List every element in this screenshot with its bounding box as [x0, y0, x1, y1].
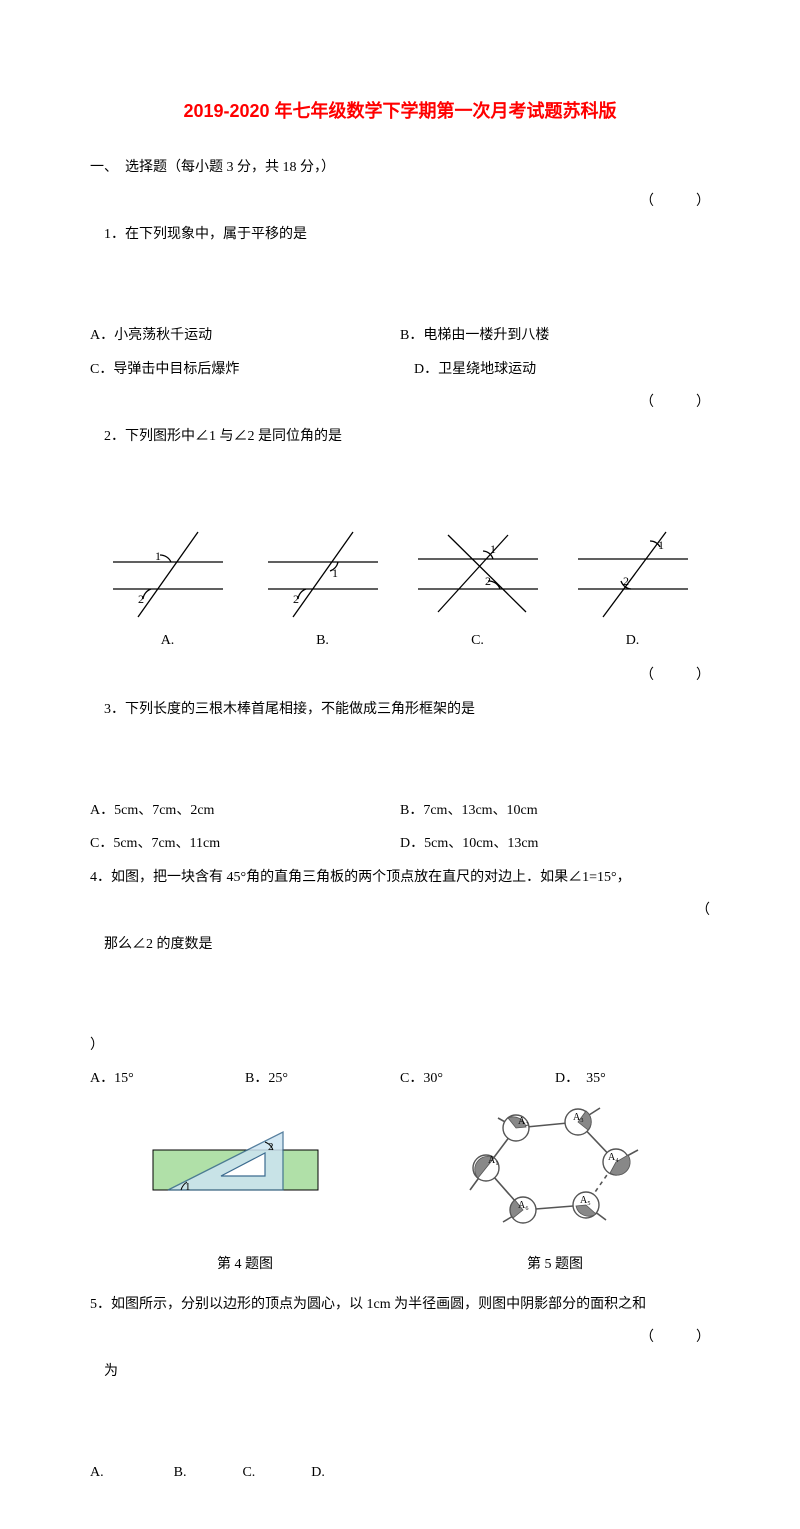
q2-label-c: C. — [400, 624, 555, 658]
svg-text:A₅: A₅ — [580, 1195, 591, 1206]
q3-stem-text: 3．下列长度的三根木棒首尾相接，不能做成三角形框架的是 — [104, 702, 475, 717]
svg-text:1: 1 — [490, 542, 496, 556]
svg-text:A₆: A₆ — [518, 1200, 529, 1211]
exam-title: 2019-2020 年七年级数学下学期第一次月考试题苏科版 — [90, 90, 710, 133]
q4-opt-c: C．30° — [400, 1062, 555, 1096]
q1-paren: （ ） — [640, 185, 710, 219]
q4-stem2-text: 那么∠2 的度数是 — [104, 937, 213, 952]
q4-figure-label: 第 4 题图 — [90, 1248, 400, 1282]
svg-text:A₄: A₄ — [608, 1152, 619, 1163]
q4q5-figure-labels: 第 4 题图 第 5 题图 — [90, 1248, 710, 1282]
svg-text:A₁: A₁ — [488, 1155, 499, 1166]
q2-stem-text: 2．下列图形中∠1 与∠2 是同位角的是 — [104, 429, 342, 444]
svg-text:2: 2 — [268, 1141, 274, 1153]
q4-stem3: ） — [90, 1029, 710, 1063]
q1-opt-a: A．小亮荡秋千运动 — [90, 319, 400, 353]
q1-stem: 1．在下列现象中，属于平移的是 （ ） — [90, 185, 710, 319]
q4-options: A．15° B．25° C．30° D． 35° — [90, 1062, 710, 1096]
q2-fig-c: 1 2 C. — [400, 527, 555, 658]
q5-figure: A₁ A₂ A₃ A₄ A₅ A₆ — [438, 1100, 658, 1230]
q1-opt-b: B．电梯由一楼升到八楼 — [400, 319, 710, 353]
q3-opt-c: C．5cm、7cm、11cm — [90, 827, 400, 861]
q2-label-b: B. — [245, 624, 400, 658]
svg-text:2: 2 — [138, 592, 144, 606]
q2-fig-b: 1 2 B. — [245, 527, 400, 658]
svg-text:1: 1 — [185, 1181, 191, 1193]
svg-text:A₂: A₂ — [518, 1116, 529, 1127]
svg-text:2: 2 — [623, 574, 629, 588]
q4-opt-d: D． 35° — [555, 1062, 710, 1096]
q4-stem: 4．如图，把一块含有 45°角的直角三角板的两个顶点放在直尺的对边上．如果∠1=… — [90, 861, 710, 895]
q4-opt-b: B．25° — [245, 1062, 400, 1096]
q5-options: A. B. C. D. — [90, 1456, 710, 1490]
q4-stem2: 那么∠2 的度数是 （ — [90, 894, 710, 1028]
q3-opt-d: D．5cm、10cm、13cm — [400, 827, 710, 861]
q2-label-d: D. — [555, 624, 710, 658]
q2-figures: 1 2 A. 1 2 B. — [90, 527, 710, 658]
svg-text:1: 1 — [332, 566, 338, 580]
q2-label-a: A. — [90, 624, 245, 658]
q5-stem: 5．如图所示，分别以边形的顶点为圆心，以 1cm 为半径画圆，则图中阴影部分的面… — [90, 1288, 710, 1322]
q1-opt-c: C．导弹击中目标后爆炸 — [90, 353, 400, 387]
q5-paren: （ ） — [640, 1321, 710, 1355]
q5-stem2-text: 为 — [104, 1364, 118, 1379]
q4-paren-open: （ — [696, 894, 710, 928]
q2-fig-a: 1 2 A. — [90, 527, 245, 658]
q3-opt-a: A．5cm、7cm、2cm — [90, 794, 400, 828]
q3-opt-b: B．7cm、13cm、10cm — [400, 794, 710, 828]
svg-text:2: 2 — [485, 574, 491, 588]
q4-figure: 2 1 — [143, 1100, 333, 1230]
svg-text:1: 1 — [155, 549, 161, 563]
q3-paren: （ ） — [640, 659, 710, 693]
q4-opt-a: A．15° — [90, 1062, 245, 1096]
q2-stem: 2．下列图形中∠1 与∠2 是同位角的是 （ ） — [90, 386, 710, 520]
svg-text:A₃: A₃ — [573, 1112, 584, 1123]
q4q5-figures: 2 1 — [90, 1100, 710, 1230]
q2-paren: （ ） — [640, 386, 710, 420]
q5-stem2: 为 （ ） — [90, 1321, 710, 1455]
q3-stem: 3．下列长度的三根木棒首尾相接，不能做成三角形框架的是 （ ） — [90, 659, 710, 793]
q5-figure-label: 第 5 题图 — [400, 1248, 710, 1282]
svg-text:1: 1 — [658, 538, 664, 552]
q2-fig-d: 1 2 D. — [555, 527, 710, 658]
q1-stem-text: 1．在下列现象中，属于平移的是 — [104, 227, 307, 242]
q1-opt-d: D．卫星绕地球运动 — [400, 353, 710, 387]
section-heading: 一、 选择题（每小题 3 分，共 18 分，） — [90, 151, 710, 185]
svg-text:2: 2 — [293, 592, 299, 606]
